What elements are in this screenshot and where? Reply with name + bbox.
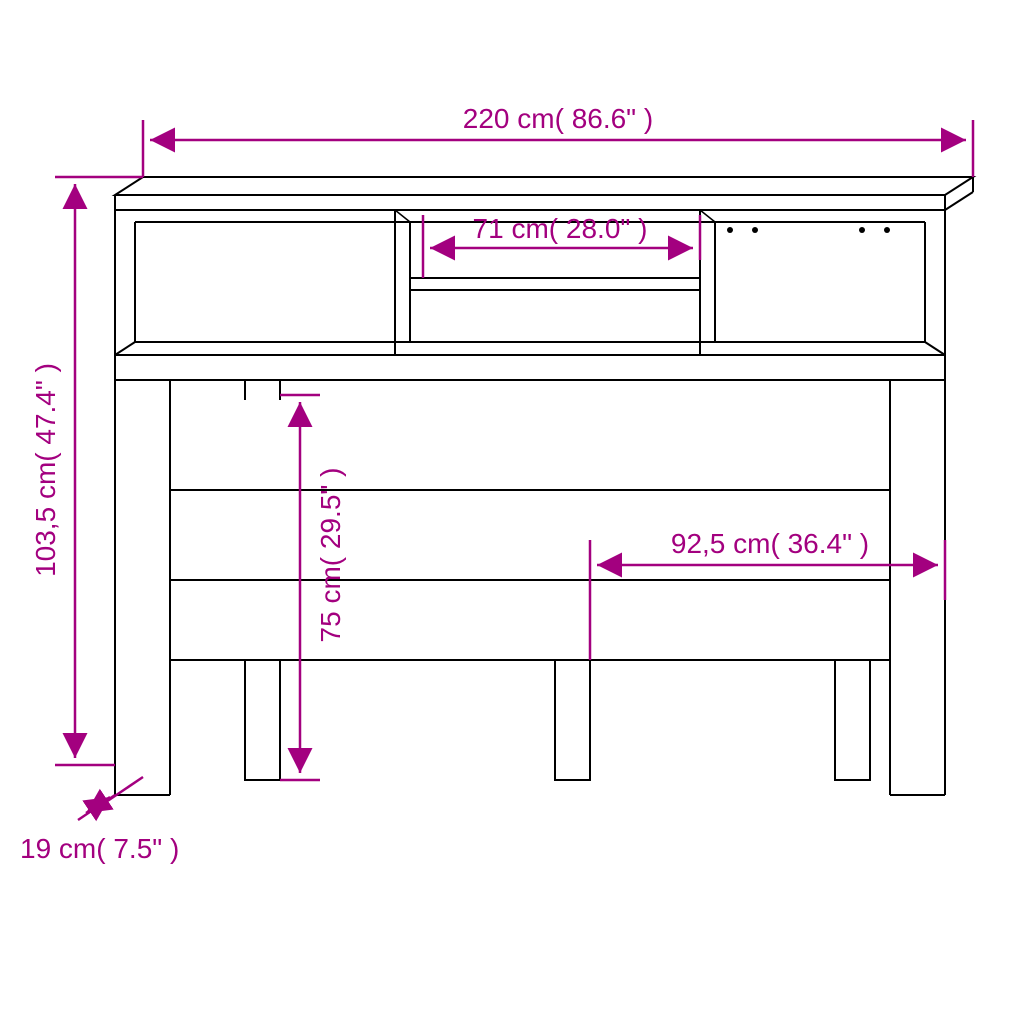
dim-label: 71 cm( 28.0" ) [473, 213, 648, 244]
dim-width-220: 220 cm( 86.6" ) [143, 103, 973, 177]
dim-label: 92,5 cm( 36.4" ) [671, 528, 869, 559]
dim-label: 103,5 cm( 47.4" ) [30, 363, 61, 577]
dimension-drawing: 220 cm( 86.6" ) 71 cm( 28.0" ) 103,5 cm(… [0, 0, 1024, 1024]
dim-label: 19 cm( 7.5" ) [20, 833, 179, 864]
dim-label: 75 cm( 29.5" ) [315, 468, 346, 643]
furniture-outline [115, 177, 973, 795]
dim-label: 220 cm( 86.6" ) [463, 103, 653, 134]
dim-height-103: 103,5 cm( 47.4" ) [30, 177, 143, 765]
dim-depth-19: 19 cm( 7.5" ) [20, 777, 179, 864]
